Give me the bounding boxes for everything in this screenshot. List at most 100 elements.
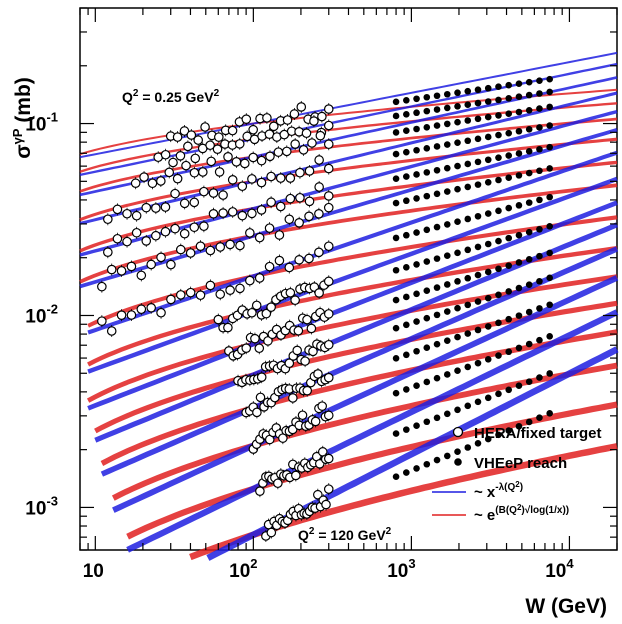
vheep-point <box>433 166 441 174</box>
hera-point <box>175 290 186 300</box>
vheep-point <box>454 333 461 341</box>
vheep-point <box>392 112 400 120</box>
vheep-point <box>495 131 502 139</box>
hera-point <box>136 270 147 281</box>
vheep-point <box>413 229 420 236</box>
hera-point <box>164 167 175 178</box>
vheep-point <box>495 352 502 359</box>
vheep-point <box>423 192 431 200</box>
vheep-point <box>474 326 482 334</box>
vheep-point <box>505 110 513 117</box>
vheep-point <box>423 145 431 152</box>
power-curve-7 <box>87 176 618 374</box>
svg-text:Q2 = 0.25 GeV2: Q2 = 0.25 GeV2 <box>122 88 220 105</box>
vheep-point <box>413 347 420 355</box>
vheep-point <box>392 324 400 332</box>
hera-point <box>156 252 166 263</box>
hera-point <box>314 155 324 165</box>
vheep-point <box>546 370 553 377</box>
x-axis-title: W (GeV) <box>525 595 607 618</box>
hera-point <box>304 211 314 222</box>
vheep-point <box>546 333 553 340</box>
vheep-point <box>515 202 523 209</box>
vheep-point <box>443 410 451 418</box>
hera-point <box>239 158 250 169</box>
vheep-point <box>403 111 410 118</box>
vheep-point <box>495 390 502 398</box>
hera-point <box>292 345 303 356</box>
hera-point <box>215 289 226 300</box>
hera-point <box>193 135 204 145</box>
hera-point <box>285 193 296 204</box>
vheep-point <box>536 277 543 285</box>
vheep-point <box>433 284 441 291</box>
hera-point <box>227 207 238 217</box>
vheep-point <box>464 301 472 309</box>
vheep-point <box>443 452 451 460</box>
annotation-top: Q2 = 0.25 GeV2 <box>122 88 220 105</box>
hera-point <box>317 111 327 122</box>
power-curve-12 <box>126 309 619 553</box>
vheep-point <box>392 175 400 182</box>
hera-point <box>208 208 219 219</box>
power-curve-0 <box>79 51 618 159</box>
hera-point <box>256 155 267 166</box>
hera-point <box>199 186 209 197</box>
hera-point <box>250 333 260 344</box>
vheep-point <box>515 231 523 239</box>
hera-point <box>274 230 285 240</box>
vheep-point <box>403 293 410 301</box>
hera-point <box>195 290 206 301</box>
x-tick-label: 104 <box>545 556 574 582</box>
vheep-point <box>515 312 523 319</box>
vheep-point <box>403 426 410 433</box>
vheep-point <box>423 418 431 426</box>
vheep-point <box>484 210 492 217</box>
vheep-point <box>546 122 553 129</box>
vheep-point <box>515 80 523 88</box>
vheep-point <box>515 382 523 390</box>
vheep-point <box>423 314 431 322</box>
vheep-point <box>403 351 410 359</box>
hera-point <box>293 325 304 336</box>
hera-point <box>172 173 183 184</box>
vheep-point <box>443 281 451 288</box>
hera-point <box>212 144 223 154</box>
hera-point <box>308 346 318 357</box>
power-curve-3 <box>79 91 618 225</box>
hera-point <box>189 197 200 208</box>
hera-point <box>223 152 233 162</box>
vheep-point <box>536 105 543 112</box>
vheep-point <box>454 249 461 257</box>
hera-point <box>131 210 142 221</box>
vheep-point <box>515 422 523 430</box>
hera-point <box>160 226 171 237</box>
hera-point <box>231 157 242 167</box>
hera-point <box>314 247 324 258</box>
hera-point <box>235 240 245 251</box>
hera-point <box>273 147 284 157</box>
hera-point <box>288 393 298 403</box>
hera-point <box>307 138 317 148</box>
hera-point <box>254 232 265 243</box>
vheep-point <box>515 284 523 292</box>
vheep-point <box>464 183 472 191</box>
hera-point <box>179 228 190 239</box>
hera-point <box>285 287 296 298</box>
vheep-point <box>474 115 482 123</box>
hera-point <box>116 266 127 276</box>
vheep-point <box>505 204 513 212</box>
vheep-point <box>474 359 482 367</box>
hera-point <box>275 201 286 212</box>
vheep-point <box>403 321 410 329</box>
exp-curve-10 <box>100 329 618 466</box>
hera-point <box>252 407 262 418</box>
hera-point <box>256 372 267 382</box>
hera-point <box>314 288 324 298</box>
vheep-point <box>495 96 502 104</box>
vheep-point <box>484 84 492 92</box>
hera-point <box>234 139 245 149</box>
vheep-point <box>392 266 400 274</box>
vheep-point <box>525 78 533 86</box>
hera-point <box>274 255 285 266</box>
